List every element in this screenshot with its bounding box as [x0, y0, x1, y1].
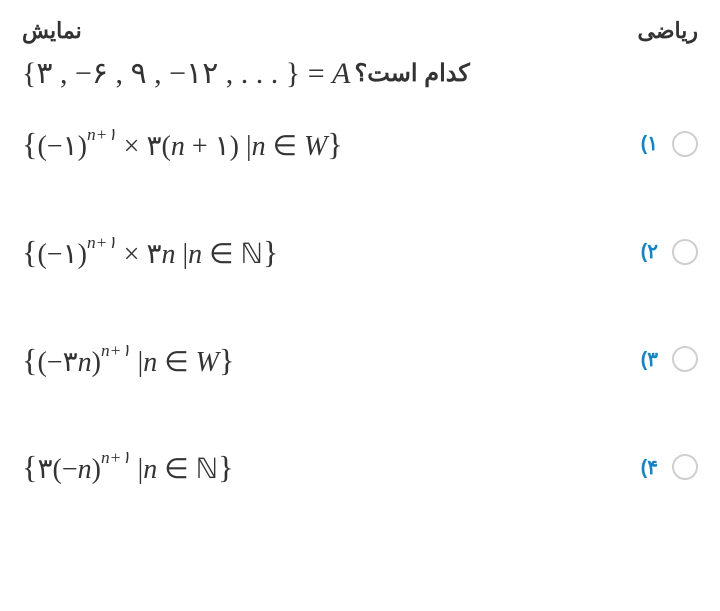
option-row[interactable]: ۱) {(−۱)n+۱ × ۳(n + ۱) |n ∈ W}: [22, 125, 698, 163]
option-math: {(−۱)n+۱ × ۳(n + ۱) |n ∈ W}: [22, 125, 627, 163]
option-math: {(−۳n)n+۱ |n ∈ W}: [22, 341, 627, 379]
options-list: ۱) {(−۱)n+۱ × ۳(n + ۱) |n ∈ W} ۲) {(−۱)n+۱ …: [22, 125, 698, 486]
header-right: نمایش: [22, 18, 82, 44]
option-row[interactable]: ۴) {۳(−n)n+۱ |n ∈ ℕ}: [22, 448, 698, 486]
question-eq: =: [300, 57, 332, 90]
option-math: {(−۱)n+۱ × ۳n |n ∈ ℕ}: [22, 233, 627, 271]
question-set: {۳ , −۶ , ۹ , −۱۲ , . . . }: [22, 57, 300, 90]
question-suffix: کدام است؟: [354, 59, 469, 88]
radio-icon[interactable]: [672, 454, 698, 480]
header-row: ریاضی نمایش: [22, 18, 698, 44]
option-number: ۱): [641, 131, 658, 156]
option-math: {۳(−n)n+۱ |n ∈ ℕ}: [22, 448, 627, 486]
option-row[interactable]: ۲) {(−۱)n+۱ × ۳n |n ∈ ℕ}: [22, 233, 698, 271]
radio-icon[interactable]: [672, 239, 698, 265]
option-number: ۴): [641, 455, 658, 480]
question-lhs: A: [332, 57, 350, 90]
question-math: A = {۳ , −۶ , ۹ , −۱۲ , . . . }: [22, 56, 350, 91]
radio-icon[interactable]: [672, 346, 698, 372]
question-line: کدام است؟ A = {۳ , −۶ , ۹ , −۱۲ , . . . …: [22, 56, 698, 91]
option-row[interactable]: ۳) {(−۳n)n+۱ |n ∈ W}: [22, 341, 698, 379]
option-number: ۲): [641, 239, 658, 264]
radio-icon[interactable]: [672, 131, 698, 157]
option-number: ۳): [641, 347, 658, 372]
header-left: ریاضی: [638, 18, 698, 44]
